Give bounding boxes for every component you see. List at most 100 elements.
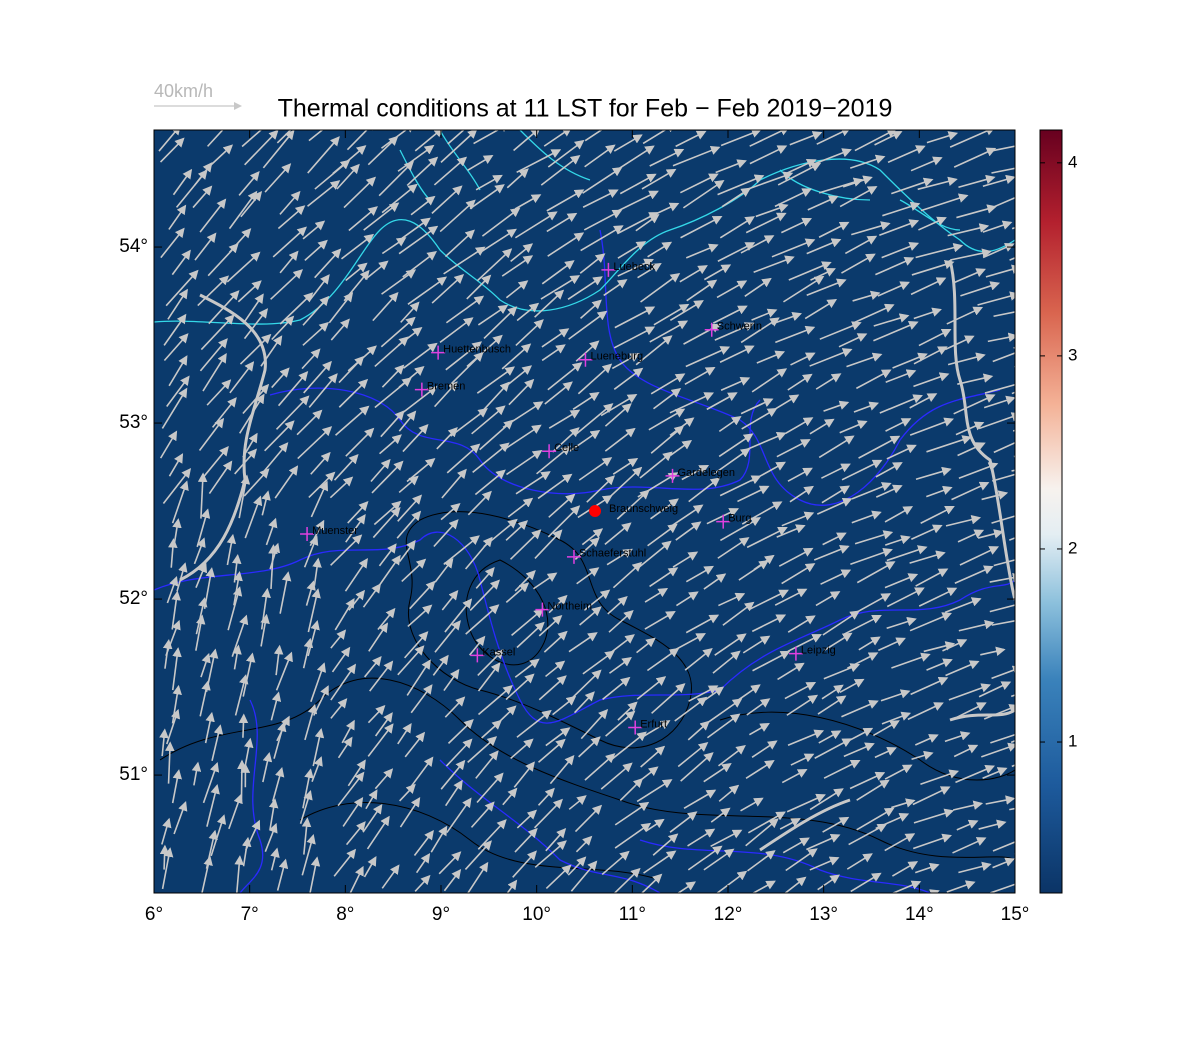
wind-arrow (605, 710, 636, 737)
wind-arrow (399, 797, 421, 828)
wind-arrow (546, 189, 585, 212)
wind-arrow (162, 639, 173, 669)
wind-arrow (740, 797, 764, 812)
wind-arrow (567, 276, 603, 300)
wind-arrow (336, 163, 360, 190)
wind-arrow (244, 495, 263, 539)
wind-arrow (703, 264, 732, 281)
wind-arrow (475, 750, 499, 779)
wind-arrow (821, 485, 851, 504)
wind-arrow (172, 168, 193, 196)
wind-arrow (159, 430, 178, 459)
wind-arrow (243, 468, 270, 497)
wind-arrow (234, 448, 258, 475)
wind-arrow (751, 880, 776, 893)
wind-arrow (650, 498, 679, 520)
wind-arrow (822, 610, 860, 636)
wind-arrow (703, 763, 732, 783)
wind-arrow (334, 597, 355, 631)
wind-arrow (813, 148, 852, 165)
wind-arrow (719, 345, 755, 363)
wind-arrow (397, 722, 412, 745)
wind-arrow (944, 597, 982, 614)
wind-arrow (549, 754, 575, 785)
wind-arrow (310, 451, 331, 475)
wind-arrow (806, 278, 847, 297)
wind-arrow (716, 280, 748, 299)
wind-arrow (515, 471, 551, 495)
wind-arrow (887, 145, 926, 164)
wind-arrow (751, 740, 778, 758)
wind-arrow (365, 789, 378, 810)
wind-arrow (839, 186, 878, 208)
wind-arrow (204, 711, 215, 744)
wind-arrow (307, 588, 321, 633)
wind-arrow (915, 242, 964, 259)
wind-arrow (439, 317, 474, 343)
wind-arrow (809, 856, 840, 871)
wind-arrow (505, 280, 529, 299)
wind-arrow (381, 237, 407, 255)
wind-arrow (537, 738, 566, 763)
wind-arrow (823, 663, 861, 680)
wind-arrow (617, 258, 654, 277)
map-title: Thermal conditions at 11 LST for Feb − F… (278, 95, 893, 123)
wind-arrow (982, 243, 1015, 259)
wind-arrow (886, 587, 925, 608)
wind-arrow (161, 817, 172, 845)
wind-arrow (516, 621, 545, 649)
wind-arrow (165, 269, 199, 307)
wind-arrow (330, 663, 357, 701)
wind-arrow (568, 632, 598, 653)
wind-arrow (745, 212, 787, 234)
wind-arrow (514, 569, 536, 592)
wind-arrow (606, 548, 633, 566)
wind-arrow (541, 344, 566, 362)
wind-arrow (602, 676, 631, 701)
wind-arrow (818, 221, 850, 238)
wind-arrow (987, 332, 1015, 343)
contour (405, 511, 692, 749)
wind-arrow (851, 482, 892, 500)
wind-arrow (636, 676, 667, 700)
wind-arrow (648, 408, 686, 431)
x-tick-label: 13° (809, 904, 838, 925)
wind-arrow (345, 514, 366, 543)
wind-arrow (406, 659, 431, 696)
wind-arrow (714, 633, 747, 656)
wind-arrow (545, 828, 567, 852)
wind-arrow (168, 538, 178, 568)
wind-arrow (279, 190, 301, 215)
wind-arrow (920, 193, 969, 212)
wind-arrow (955, 421, 985, 436)
wind-arrow (885, 369, 917, 383)
wind-arrow (400, 301, 420, 323)
wind-arrow (506, 168, 529, 189)
wind-arrow (514, 658, 540, 678)
wind-arrow (788, 261, 832, 281)
wind-arrow (271, 367, 290, 389)
wind-arrow (846, 853, 873, 870)
wind-arrow (364, 655, 382, 678)
wind-arrow (884, 535, 911, 546)
wind-arrow (238, 713, 249, 738)
wind-arrow (543, 130, 573, 147)
wind-arrow (807, 195, 839, 211)
wind-arrow (381, 269, 417, 295)
wind-arrow (579, 299, 602, 320)
wind-arrow (785, 417, 814, 435)
wind-arrow (686, 279, 718, 302)
wind-arrow (877, 637, 906, 652)
wind-arrow (407, 604, 433, 628)
wind-arrow (414, 130, 444, 152)
wind-arrow (959, 546, 1000, 566)
wind-arrow (505, 582, 530, 604)
wind-arrow (913, 808, 955, 824)
wind-arrow (746, 526, 788, 549)
wind-arrow (161, 387, 188, 429)
wind-arrow (345, 262, 368, 282)
wind-arrow (481, 207, 521, 237)
wind-arrow (228, 793, 243, 830)
wind-arrow (953, 147, 997, 168)
